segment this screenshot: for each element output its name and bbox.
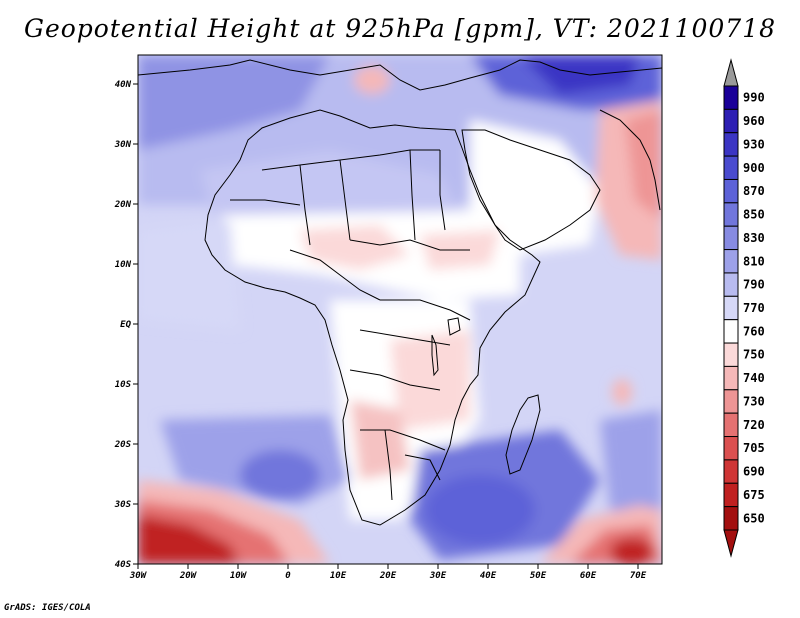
europe-coastline: [138, 59, 662, 91]
colorbar-swatch: [723, 202, 739, 227]
lat-label: 30N: [114, 140, 132, 150]
colorbar-swatch: [723, 108, 739, 134]
colorbar-swatch: [723, 225, 739, 251]
colorbar-swatch: [723, 365, 739, 391]
colorbar-label: 850: [743, 208, 765, 222]
colorbar-swatch: [723, 178, 739, 204]
colorbar-label: 760: [743, 324, 765, 338]
lat-label: 40S: [115, 560, 132, 570]
lake-victoria: [447, 317, 461, 336]
colorbar-label: 720: [743, 418, 765, 432]
colorbar-label: 810: [743, 254, 765, 268]
colorbar-label: 900: [743, 161, 765, 175]
colorbar-label: 790: [743, 278, 765, 292]
lat-label: 20N: [114, 200, 132, 210]
coastlines: [138, 59, 662, 526]
colorbar-swatch: [723, 132, 739, 157]
height-field: [138, 55, 662, 564]
colorbar-swatch: [723, 249, 739, 274]
colorbar-swatch: [723, 412, 739, 438]
colorbar-swatch: [723, 272, 739, 297]
colorbar-swatch: [723, 85, 739, 110]
colorbar-over-arrow: [723, 58, 739, 87]
lon-label: 20W: [179, 571, 198, 581]
lon-label: 0: [285, 571, 291, 581]
colorbar-swatch: [723, 155, 739, 180]
colorbar-swatch: [723, 459, 739, 484]
map-title: Geopotential Height at 925hPa [gpm], VT:…: [23, 14, 777, 43]
colorbar-swatch: [723, 295, 739, 321]
colorbar-label: 990: [743, 91, 765, 105]
grads-credit: GrADS: IGES/COLA: [4, 603, 91, 613]
colorbar-under-arrow: [723, 529, 739, 558]
lon-label: 40E: [480, 571, 497, 581]
lat-label: 20S: [114, 440, 132, 450]
colorbar-label: 770: [743, 301, 765, 315]
colorbar-label: 740: [743, 371, 765, 385]
lat-axis: 40N 30N 20N 10N EQ 10S 20S 30S 40S: [114, 80, 138, 570]
colorbar-label: 675: [743, 488, 765, 502]
lon-label: 20E: [379, 571, 397, 581]
colorbar-label: 830: [743, 231, 765, 245]
colorbar-label: 750: [743, 348, 765, 362]
madagascar-coastline: [505, 394, 541, 475]
lat-label: 30S: [114, 500, 132, 510]
colorbar-label: 650: [743, 511, 765, 525]
colorbar-label: 730: [743, 394, 765, 408]
lake-tanganyika: [431, 334, 439, 377]
lat-label: 10N: [115, 260, 132, 270]
colorbar-swatch: [723, 389, 739, 414]
lon-label: 10W: [230, 571, 248, 581]
india-coastline: [599, 109, 661, 211]
colorbar-label: 705: [743, 441, 765, 455]
lon-label: 60E: [580, 571, 597, 581]
colorbar-label: 960: [743, 114, 765, 128]
colorbar-label: 870: [743, 184, 765, 198]
lat-label: 10S: [115, 380, 132, 390]
colorbar-swatch: [723, 319, 739, 344]
colorbar-swatch: [723, 436, 739, 461]
lon-label: 50E: [530, 571, 547, 581]
borders: [230, 149, 471, 501]
colorbar-swatch: [723, 342, 739, 367]
colorbar: 990 960 930 900 870 850 830 810 790 770 760 750 740 7…: [723, 58, 765, 558]
lat-label: EQ: [120, 320, 131, 330]
colorbar-swatch: [723, 506, 739, 531]
lon-label: 70E: [630, 571, 647, 581]
colorbar-label: 930: [743, 137, 765, 151]
africa-coastline: [204, 109, 541, 526]
arabia-coastline: [461, 129, 601, 251]
lon-label: 30E: [429, 571, 447, 581]
lon-axis: 30W 20W 10W 0 10E 20E 30E 40E 50E 60E 70…: [129, 564, 647, 581]
colorbar-swatch: [723, 482, 739, 508]
plot-frame: [137, 54, 663, 565]
lon-label: 10E: [330, 571, 347, 581]
colorbar-label: 690: [743, 465, 765, 479]
lat-label: 40N: [115, 80, 132, 90]
lon-label: 30W: [129, 571, 148, 581]
